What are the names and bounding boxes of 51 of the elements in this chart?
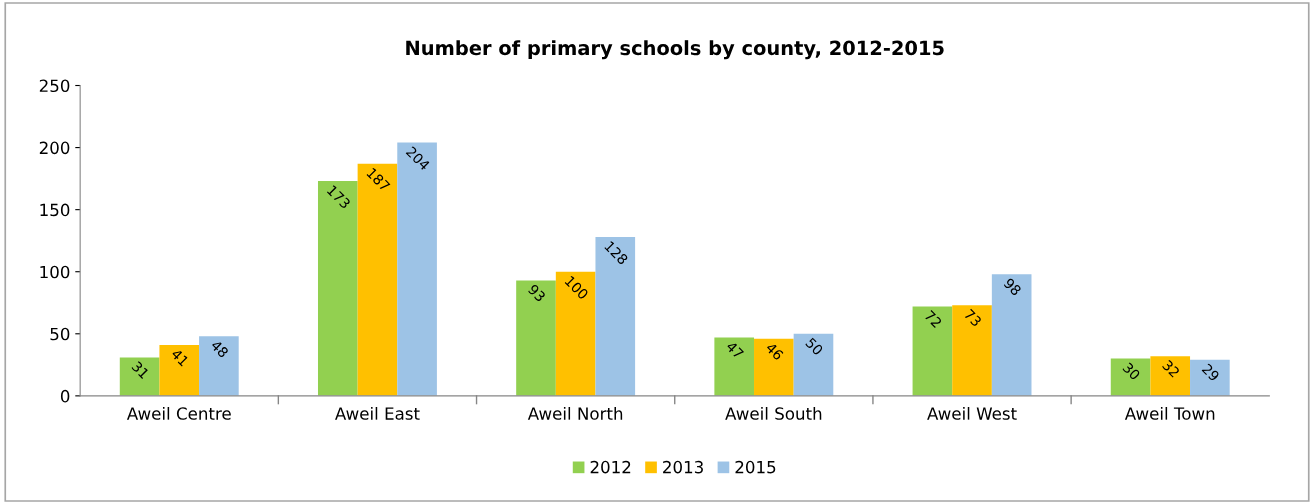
- x-tick-label: Aweil South: [725, 406, 822, 420]
- bar: [991, 274, 1032, 396]
- data-label: 46: [765, 341, 785, 361]
- data-label: 32: [1161, 359, 1181, 378]
- data-label: 73: [963, 308, 983, 328]
- bar: [199, 336, 239, 396]
- y-tick-label: 50: [50, 327, 70, 341]
- y-tick-label: 100: [40, 265, 70, 279]
- bar: [357, 163, 398, 396]
- bar: [793, 333, 834, 396]
- data-label: 128: [604, 240, 629, 266]
- x-tick-label: Aweil East: [335, 406, 420, 420]
- x-tick-label: Aweil Centre: [126, 406, 231, 420]
- data-label: 29: [1201, 363, 1220, 382]
- y-tick-label: 200: [39, 141, 70, 155]
- data-label: 30: [1122, 362, 1141, 381]
- bar: [555, 271, 596, 396]
- y-tick-label: 150: [40, 203, 70, 217]
- bar: [159, 344, 200, 396]
- bar: [1150, 356, 1191, 396]
- y-tick-label: 250: [39, 79, 70, 93]
- bar: [952, 305, 992, 396]
- bar: [317, 181, 358, 396]
- legend-label: 2013: [663, 460, 703, 474]
- data-label: 48: [210, 339, 230, 359]
- legend-label: 2015: [735, 460, 776, 474]
- data-label: 50: [805, 337, 824, 356]
- data-label: 98: [1003, 277, 1022, 297]
- bar: [516, 280, 556, 396]
- data-label: 93: [527, 283, 547, 303]
- data-label: 187: [366, 167, 391, 192]
- data-label: 72: [924, 309, 943, 328]
- bar: [1190, 359, 1230, 396]
- bar: [714, 337, 755, 396]
- data-label: 100: [564, 275, 589, 300]
- chart-title: Number of primary schools by county, 2012-2015: [406, 40, 944, 60]
- data-label: 173: [326, 184, 351, 210]
- bar: [397, 142, 437, 396]
- bar: [754, 338, 794, 396]
- data-label: 31: [131, 360, 150, 380]
- x-tick-label: Aweil Town: [1124, 406, 1215, 420]
- data-label: 47: [725, 340, 745, 360]
- x-tick-label: Aweil North: [527, 406, 623, 420]
- legend-label: 2012: [590, 460, 631, 474]
- bar: [912, 306, 953, 396]
- y-tick-label: 0: [60, 389, 70, 403]
- bar: [595, 236, 636, 396]
- bar: [119, 357, 160, 396]
- data-label: 41: [170, 348, 190, 367]
- x-tick-label: Aweil West: [927, 406, 1017, 420]
- bar: [1110, 358, 1151, 396]
